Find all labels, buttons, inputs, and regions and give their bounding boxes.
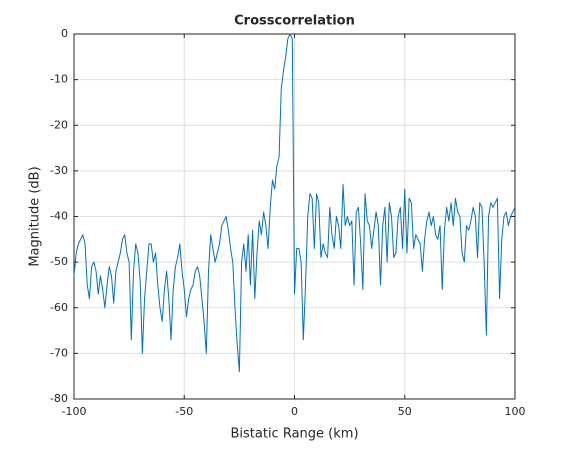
y-tick-label: -10 — [50, 73, 68, 86]
x-tick-label: 50 — [398, 405, 412, 418]
x-axis-label: Bistatic Range (km) — [230, 427, 358, 442]
y-tick-label: -60 — [50, 301, 68, 314]
y-tick-label: 0 — [61, 27, 68, 40]
y-tick-label: -80 — [50, 392, 68, 405]
x-tick-label: 0 — [291, 405, 298, 418]
y-tick-label: -40 — [50, 210, 68, 223]
y-tick-label: -20 — [50, 118, 68, 131]
data-line — [73, 33, 516, 373]
plot-frame — [73, 33, 516, 400]
y-tick-label: -30 — [50, 164, 68, 177]
y-tick-label: -70 — [50, 346, 68, 359]
x-tick-label: -100 — [62, 405, 87, 418]
x-tick-label: -50 — [175, 405, 193, 418]
x-tick-label: 100 — [505, 405, 526, 418]
chart-title: Crosscorrelation — [234, 14, 355, 29]
y-tick-label: -50 — [50, 255, 68, 268]
y-axis-label: Magnitude (dB) — [28, 166, 43, 266]
